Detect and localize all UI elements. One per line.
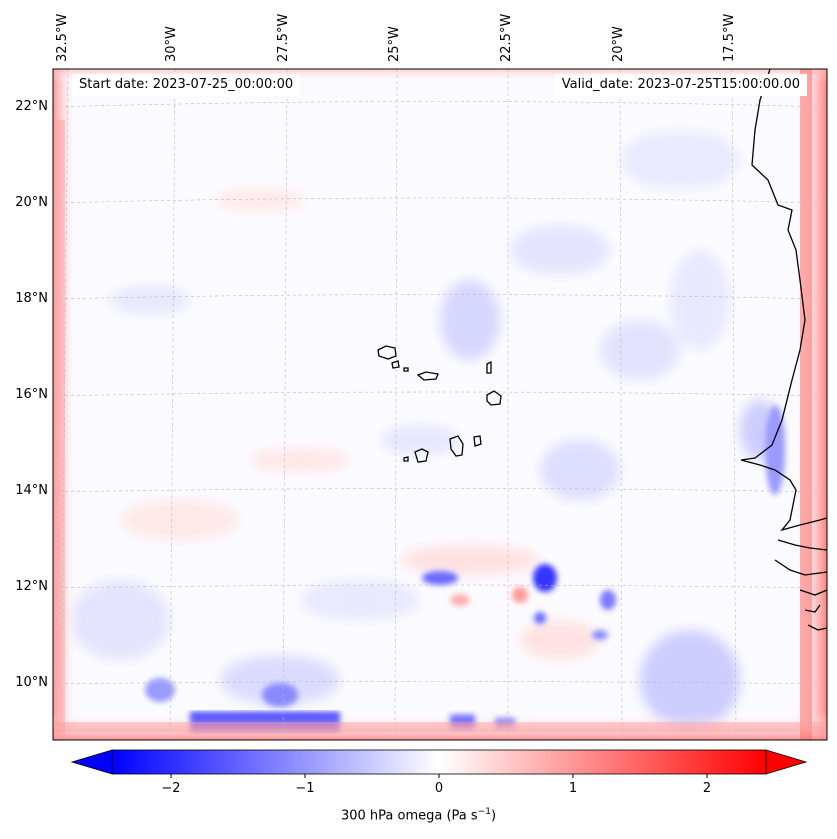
island-coastlines xyxy=(377,345,502,463)
start-date-label: Start date: 2023-07-25_00:00:00 xyxy=(72,74,301,96)
lon-label: 30°W xyxy=(164,26,179,62)
lat-label: 14°N xyxy=(15,483,48,498)
valid-date-label: Valid_date: 2023-07-25T15:00:00.00 xyxy=(554,74,807,96)
lat-label: 20°N xyxy=(15,195,48,210)
colorbar-ramp xyxy=(111,749,767,775)
colorbar-label-main: 300 hPa omega (Pa s xyxy=(340,808,478,824)
lon-label: 22.5°W xyxy=(499,13,514,62)
lon-label: 25°W xyxy=(387,26,402,62)
africa-coastline xyxy=(740,69,827,631)
colorbar-label-exponent: −1 xyxy=(477,807,491,817)
lat-label: 18°N xyxy=(15,291,48,306)
lon-label: 32.5°W xyxy=(55,13,70,62)
colorbar-tick-label: −2 xyxy=(161,781,181,796)
colorbar-extend-max xyxy=(765,749,808,775)
gridlines xyxy=(53,69,827,740)
colorbar-tick-label: 2 xyxy=(702,781,712,796)
lat-label: 16°N xyxy=(15,387,48,402)
colorbar-tick-label: 1 xyxy=(568,781,578,796)
colorbar xyxy=(70,749,808,778)
omega-field xyxy=(53,69,827,740)
colorbar-tick-label: 0 xyxy=(434,781,444,796)
lat-label: 22°N xyxy=(15,99,48,114)
colorbar-label-end: ) xyxy=(490,808,497,824)
lon-label: 17.5°W xyxy=(722,13,737,62)
colorbar-label: 300 hPa omega (Pa s−1) xyxy=(0,807,837,823)
lat-label: 10°N xyxy=(15,675,48,690)
lon-label: 20°W xyxy=(611,26,626,62)
colorbar-extend-min xyxy=(70,749,113,775)
lon-label: 27.5°W xyxy=(276,13,291,62)
lat-label: 12°N xyxy=(15,579,48,594)
colorbar-tick-label: −1 xyxy=(295,781,315,796)
map-frame xyxy=(52,68,828,741)
